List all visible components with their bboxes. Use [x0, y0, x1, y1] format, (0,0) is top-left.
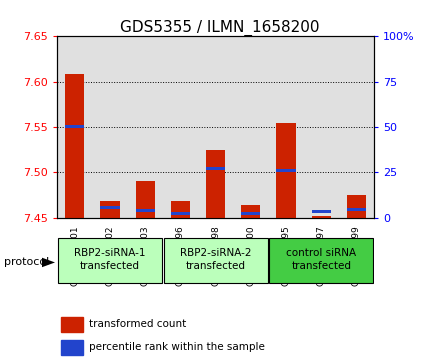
Text: transformed count: transformed count: [88, 319, 186, 330]
Bar: [312, 216, 331, 218]
Bar: [65, 74, 84, 218]
Text: protocol: protocol: [4, 257, 50, 267]
Polygon shape: [42, 258, 55, 267]
Bar: [269, 238, 373, 282]
Bar: [136, 209, 155, 212]
Bar: [171, 201, 190, 218]
Bar: [164, 238, 268, 282]
Bar: [100, 201, 120, 218]
Bar: [58, 238, 162, 282]
Bar: [206, 150, 225, 218]
Text: RBP2-siRNA-1
transfected: RBP2-siRNA-1 transfected: [74, 248, 146, 271]
Bar: [276, 122, 296, 218]
Bar: [347, 208, 366, 211]
Bar: [312, 210, 331, 213]
Bar: [206, 167, 225, 170]
Text: percentile rank within the sample: percentile rank within the sample: [88, 342, 264, 352]
Bar: [65, 125, 84, 127]
Bar: [241, 212, 260, 215]
Bar: [268, 36, 304, 218]
Text: control siRNA
transfected: control siRNA transfected: [286, 248, 356, 271]
Bar: [304, 36, 339, 218]
Text: GDS5355 / ILMN_1658200: GDS5355 / ILMN_1658200: [120, 20, 320, 36]
Bar: [128, 36, 163, 218]
Bar: [276, 169, 296, 172]
Bar: [57, 36, 92, 218]
Bar: [241, 205, 260, 218]
Bar: [61, 339, 83, 355]
Bar: [198, 36, 233, 218]
Bar: [171, 212, 190, 215]
Bar: [92, 36, 128, 218]
Bar: [347, 195, 366, 218]
Bar: [339, 36, 374, 218]
Text: RBP2-siRNA-2
transfected: RBP2-siRNA-2 transfected: [180, 248, 251, 271]
Bar: [136, 182, 155, 218]
Bar: [100, 207, 120, 209]
Bar: [233, 36, 268, 218]
Bar: [163, 36, 198, 218]
Bar: [61, 317, 83, 332]
